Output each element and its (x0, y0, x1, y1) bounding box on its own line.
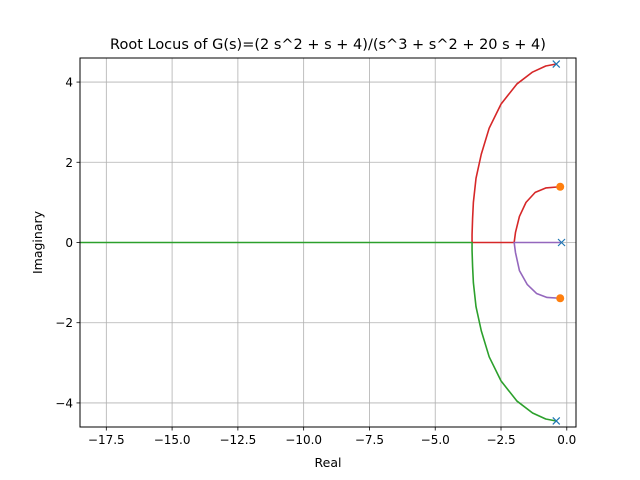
x-tick-label: −15.0 (154, 433, 191, 447)
pole-zero-markers (552, 60, 566, 425)
x-tick-label: −10.0 (285, 433, 322, 447)
axis-ticks: −17.5 −15.0 −12.5 −10.0 −7.5 −5.0 −2.5 0.0 −4 −2 0… (55, 76, 576, 447)
zero-marker (556, 294, 565, 303)
x-tick-label: −5.0 (421, 433, 450, 447)
y-tick-label: 2 (65, 156, 73, 170)
y-tick-label: 0 (65, 236, 73, 250)
x-tick-label: −12.5 (219, 433, 256, 447)
x-tick-label: −17.5 (88, 433, 125, 447)
x-tick-label: −2.5 (486, 433, 515, 447)
chart-title: Root Locus of G(s)=(2 s^2 + s + 4)/(s^3 … (110, 37, 546, 53)
y-tick-label: 4 (65, 76, 73, 90)
locus-branch-real (513, 241, 562, 300)
x-axis-label: Real (315, 455, 342, 470)
locus-branches (80, 63, 562, 422)
pole-marker (557, 238, 566, 247)
x-tick-label: −7.5 (355, 433, 384, 447)
y-axis-label: Imaginary (30, 210, 45, 274)
x-tick-label: 0.0 (557, 433, 576, 447)
y-tick-label: −4 (55, 396, 73, 410)
locus-branch-upper (471, 63, 561, 244)
pole-marker (552, 60, 561, 68)
zero-marker (556, 182, 565, 191)
pole-marker (552, 417, 561, 425)
y-tick-label: −2 (55, 316, 73, 330)
locus-branch-lower (80, 241, 557, 422)
